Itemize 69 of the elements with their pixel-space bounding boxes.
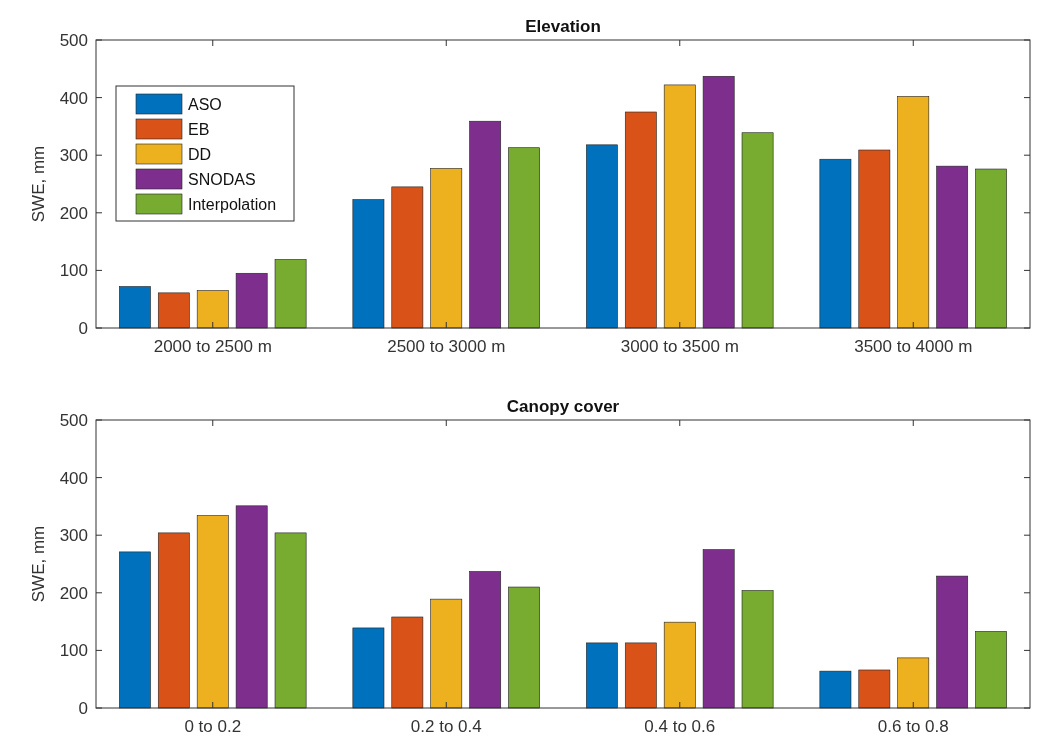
y-tick-label: 400 — [59, 468, 88, 488]
legend-label: Interpolation — [188, 195, 277, 213]
x-tick-label: 0 to 0.2 — [184, 717, 242, 736]
y-tick-label: 100 — [59, 641, 88, 661]
bar — [469, 571, 502, 709]
chart-title: Canopy cover — [506, 397, 620, 416]
x-tick-label: 2500 to 3000 m — [387, 337, 506, 356]
bar — [741, 590, 774, 709]
y-tick-label: 400 — [59, 88, 88, 108]
bar — [157, 532, 190, 709]
x-tick-label: 2000 to 2500 m — [153, 337, 272, 356]
bar — [430, 168, 463, 329]
bar — [897, 96, 930, 329]
bar — [702, 75, 735, 329]
bar — [858, 149, 891, 329]
bar — [391, 616, 424, 709]
bar — [663, 84, 696, 329]
legend-label: EB — [188, 120, 210, 138]
bar — [975, 631, 1007, 709]
bar — [119, 286, 151, 329]
bar — [624, 642, 657, 709]
bar — [586, 642, 618, 709]
bar — [858, 669, 891, 709]
bar — [508, 147, 540, 329]
bar — [352, 199, 385, 329]
bar — [235, 505, 268, 709]
bar — [235, 272, 268, 329]
bar — [819, 670, 852, 709]
y-tick-label: 200 — [59, 583, 88, 603]
bar — [508, 586, 540, 709]
y-axis-title: SWE, mm — [29, 145, 48, 223]
bar — [430, 598, 463, 709]
y-tick-label: 300 — [59, 146, 88, 166]
bar — [819, 158, 852, 329]
bar — [391, 186, 424, 329]
x-tick-label: 3500 to 4000 m — [854, 337, 973, 356]
x-tick-label: 0.2 to 0.4 — [410, 717, 482, 736]
bar — [663, 621, 696, 709]
bar — [157, 292, 190, 329]
x-tick-label: 0.6 to 0.8 — [877, 717, 949, 736]
bar — [586, 144, 618, 329]
bar — [274, 259, 307, 329]
bar — [196, 515, 229, 709]
bar — [469, 120, 502, 329]
bar — [274, 532, 307, 709]
bar — [702, 549, 735, 709]
y-tick-label: 0 — [78, 318, 88, 338]
x-tick-label: 0.4 to 0.6 — [644, 717, 716, 736]
y-axis-title: SWE, mm — [29, 525, 48, 603]
legend-label: ASO — [188, 95, 222, 113]
bar — [741, 132, 774, 329]
y-tick-label: 500 — [59, 30, 88, 50]
bar — [975, 168, 1007, 329]
legend-label: SNODAS — [188, 170, 256, 188]
bar — [624, 111, 657, 329]
y-tick-label: 100 — [59, 261, 88, 281]
y-tick-label: 300 — [59, 526, 88, 546]
bar — [352, 627, 385, 709]
bar — [119, 551, 151, 709]
bar — [936, 165, 969, 329]
x-tick-label: 3000 to 3500 m — [620, 337, 739, 356]
bar — [897, 657, 930, 709]
legend-label: DD — [188, 145, 212, 163]
chart-title: Elevation — [525, 17, 601, 36]
bar — [936, 575, 969, 709]
y-tick-label: 500 — [59, 410, 88, 430]
bar — [196, 290, 229, 329]
y-tick-label: 200 — [59, 203, 88, 223]
y-tick-label: 0 — [78, 698, 88, 718]
